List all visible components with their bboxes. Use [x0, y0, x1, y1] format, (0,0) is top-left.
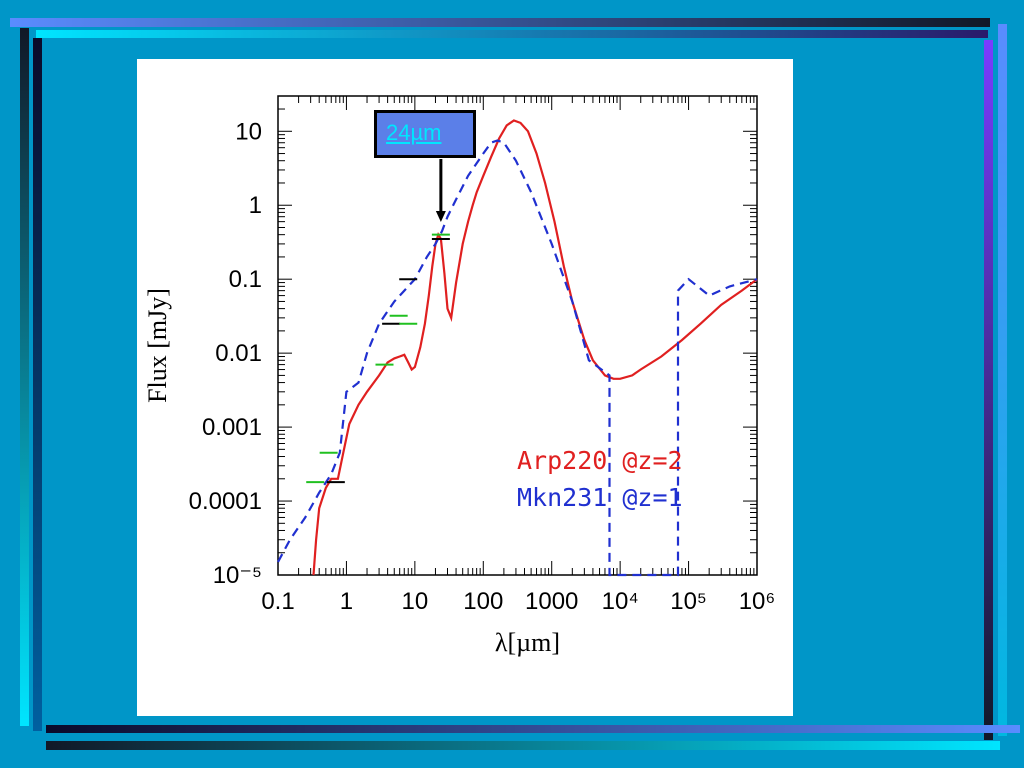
y-tick-label: 10⁻⁵	[213, 562, 262, 589]
x-tick-label: 10⁵	[670, 588, 707, 615]
x-axis-title: λ[µm]	[495, 628, 560, 657]
x-tick-label: 10⁴	[602, 588, 639, 615]
frame-top-bar-1	[10, 18, 990, 27]
frame-bottom-bar-2	[46, 741, 1000, 750]
y-tick-label: 0.001	[202, 414, 262, 441]
series-line-1	[277, 139, 758, 577]
x-tick-label: 10⁶	[739, 588, 776, 615]
y-tick-label: 0.0001	[189, 488, 262, 515]
frame-right-bar-2	[998, 24, 1007, 736]
callout-arrow-head	[435, 211, 446, 222]
frame-bottom-bar-1	[46, 725, 1020, 733]
frame-right-bar-1	[984, 40, 993, 740]
x-tick-label: 10	[402, 588, 429, 615]
y-tick-label: 1	[249, 192, 262, 219]
x-tick-label: 1	[340, 588, 353, 615]
y-tick-label: 0.1	[229, 266, 262, 293]
x-tick-label: 1000	[525, 588, 578, 615]
x-tick-label: 100	[463, 588, 503, 615]
frame-top-bar-2	[36, 30, 988, 38]
sed-chart: 0.1 1 10 100 1000 10⁴ 10⁵ 10⁶ 10 1 0.1 0.01 0.001 0.0…	[143, 95, 776, 657]
x-tick-label: 0.1	[261, 588, 294, 615]
frame-left-bar-2	[33, 38, 42, 731]
chart-figure: 0.1 1 10 100 1000 10⁴ 10⁵ 10⁶ 10 1 0.1 0.01 0.001 0.0…	[137, 59, 793, 716]
frame-left-bar-1	[20, 28, 29, 726]
y-tick-label: 0.01	[215, 340, 262, 367]
y-axis-title: Flux [mJy]	[143, 288, 172, 403]
legend-entry-1: Mkn231 @z=1	[517, 483, 683, 512]
callout-link-24um[interactable]: 24µm	[386, 120, 442, 145]
callout-box-24um: 24µm	[374, 110, 476, 158]
legend-entry-0: Arp220 @z=2	[517, 446, 683, 475]
y-tick-label: 10	[235, 118, 262, 145]
plot-frame	[277, 95, 758, 576]
